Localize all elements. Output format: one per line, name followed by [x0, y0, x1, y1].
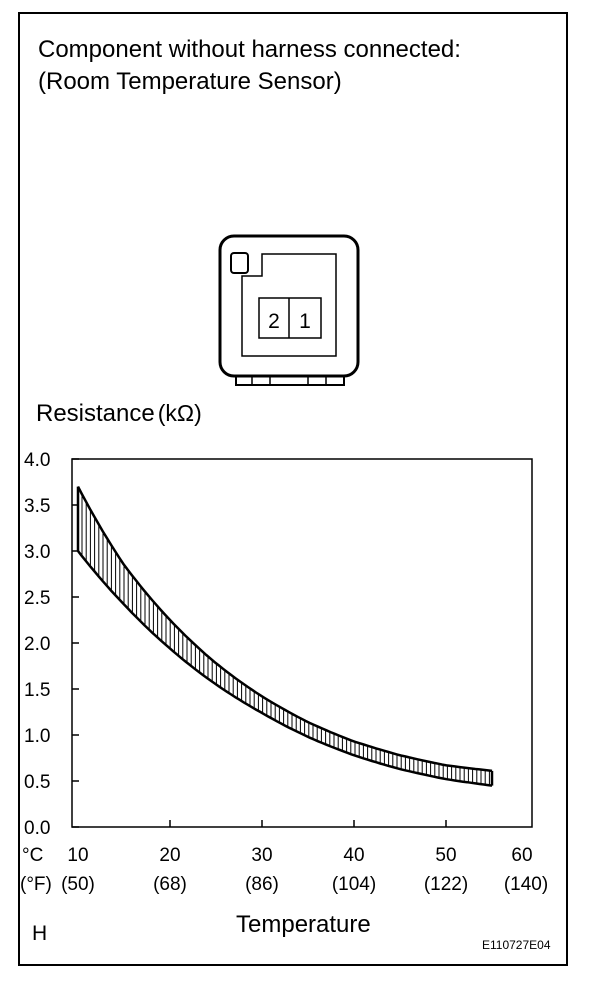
plot-area: 0.0 0.5 1.0 1.5 2.0 2.5 3.0 3.5 4.0 10 (50) 20 (68)… [20, 450, 548, 895]
figure-code: H [32, 922, 48, 945]
y-axis-label-unit: (kΩ) [157, 400, 202, 426]
connector-key [230, 252, 249, 274]
y-axis-label-main: Resistance [36, 400, 155, 427]
x-tick-label-celsius: 20 [159, 845, 180, 866]
heading-line-1: Component without harness connected: [38, 36, 461, 63]
y-tick-label: 1.5 [24, 680, 50, 701]
x-tick-label-celsius: 10 [67, 845, 88, 866]
x-tick-label-fahrenheit: (86) [245, 874, 279, 895]
lower-limit-curve [77, 550, 493, 787]
terminal-block [258, 297, 322, 339]
y-axis-label: Resistance (kΩ) [36, 400, 202, 428]
plot-border [71, 458, 533, 828]
figure-id: E110727E04 [482, 938, 551, 952]
x-unit-celsius: °C [22, 845, 43, 866]
upper-limit-curve [76, 486, 493, 773]
pin-label: 1 [299, 310, 311, 333]
x-tick-label-fahrenheit: (140) [504, 874, 548, 895]
y-axis-ticks: 0.0 0.5 1.0 1.5 2.0 2.5 3.0 3.5 4.0 [24, 450, 79, 839]
y-tick-label: 4.0 [24, 450, 50, 471]
heading-line-2: (Room Temperature Sensor) [38, 68, 342, 95]
x-unit-fahrenheit: (°F) [20, 874, 52, 895]
y-tick-label: 3.0 [24, 542, 50, 563]
y-tick-label: 2.5 [24, 588, 50, 609]
x-tick-label-celsius: 50 [435, 845, 456, 866]
x-axis-ticks: 10 (50) 20 (68) 30 (86) 40 (104) 50 (122) 60 (140) [61, 820, 548, 895]
figure-frame [18, 12, 568, 966]
y-tick-label: 2.0 [24, 634, 50, 655]
y-tick-label: 0.5 [24, 772, 50, 793]
x-axis-label-text: Temperature [236, 911, 371, 938]
pin-label: 2 [268, 310, 280, 333]
x-tick-label-celsius: 60 [511, 845, 532, 866]
y-tick-label: 0.0 [24, 818, 50, 839]
x-tick-label-fahrenheit: (122) [424, 874, 468, 895]
connector-cavity [241, 253, 337, 357]
connector-illustration: 2 1 [218, 234, 360, 386]
x-tick-label-celsius: 40 [343, 845, 364, 866]
x-tick-label-fahrenheit: (68) [153, 874, 187, 895]
x-tick-label-fahrenheit: (50) [61, 874, 95, 895]
y-tick-label: 3.5 [24, 496, 50, 517]
x-tick-label-fahrenheit: (104) [332, 874, 376, 895]
tolerance-band-hatching [81, 494, 490, 786]
y-tick-label: 1.0 [24, 726, 50, 747]
x-tick-label-celsius: 30 [251, 845, 272, 866]
